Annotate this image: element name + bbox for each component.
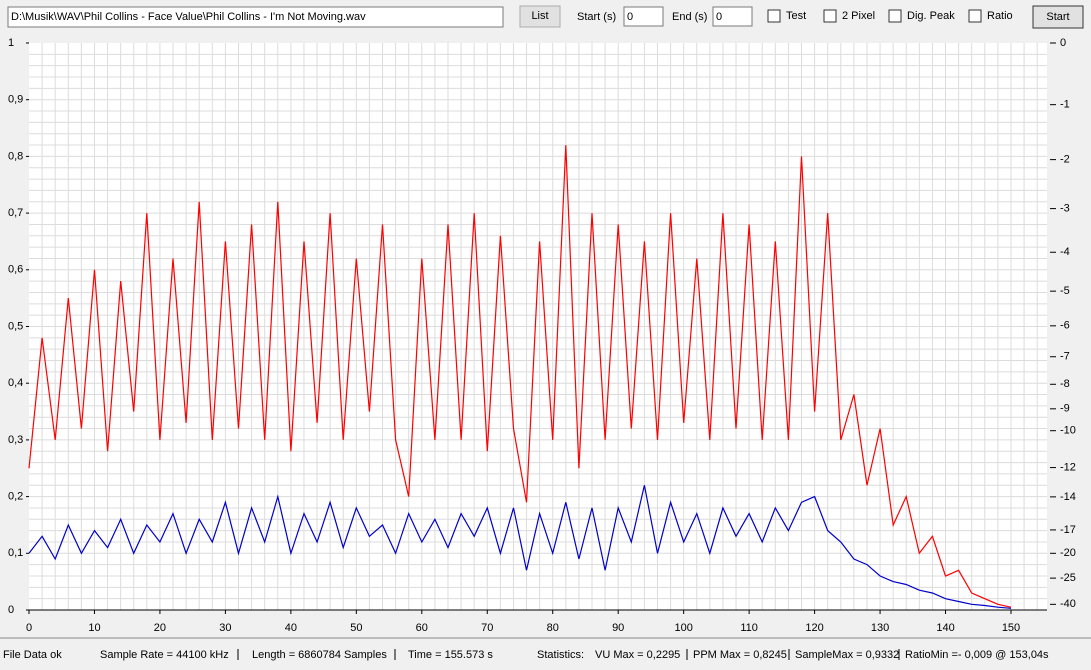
y2-tick-label: -12 xyxy=(1060,461,1076,473)
x-tick-label: 80 xyxy=(547,622,559,634)
status-text: Statistics: xyxy=(537,649,584,661)
x-tick-label: 90 xyxy=(612,622,624,634)
x-tick-label: 110 xyxy=(740,622,758,634)
x-tick-label: 120 xyxy=(805,622,823,634)
checkbox[interactable] xyxy=(767,9,781,23)
status-text: RatioMin =- 0,009 @ 153,04s xyxy=(905,649,1049,661)
list-button[interactable] xyxy=(519,5,561,28)
x-tick-label: 150 xyxy=(1002,622,1020,634)
start-label: Start (s) xyxy=(577,11,616,23)
y2-tick-label: -20 xyxy=(1060,547,1076,559)
x-tick-label: 50 xyxy=(350,622,362,634)
checkbox-label: Dig. Peak xyxy=(907,10,955,22)
status-text: Sample Rate = 44100 kHz xyxy=(100,649,229,661)
series-line xyxy=(28,485,1012,609)
y-tick-label: 0,9 xyxy=(8,94,23,106)
checkbox-label: Test xyxy=(786,10,806,22)
checkbox[interactable] xyxy=(823,9,837,23)
x-tick-label: 130 xyxy=(871,622,889,634)
y2-tick-label: -25 xyxy=(1060,572,1076,584)
y2-tick-label: 0 xyxy=(1060,37,1066,49)
y-tick-label: 0 xyxy=(8,604,14,616)
checkbox-label: 2 Pixel xyxy=(842,10,875,22)
status-text: File Data ok xyxy=(3,649,62,661)
x-tick-label: 30 xyxy=(219,622,231,634)
status-text: Length = 6860784 Samples xyxy=(252,649,387,661)
y2-tick-label: -14 xyxy=(1060,491,1076,503)
y2-tick-label: -6 xyxy=(1060,320,1070,332)
y-tick-label: 0,2 xyxy=(8,491,23,503)
checkbox[interactable] xyxy=(888,9,902,23)
grid xyxy=(29,43,1047,610)
status-text: Time = 155.573 s xyxy=(408,649,493,661)
start-button-label: Start xyxy=(1046,11,1069,23)
end-value: 0 xyxy=(716,11,722,23)
y2-tick-label: -3 xyxy=(1060,203,1070,215)
end-label: End (s) xyxy=(672,11,707,23)
y2-tick-label: -40 xyxy=(1060,598,1076,610)
start-value: 0 xyxy=(627,11,633,23)
y2-tick-label: -5 xyxy=(1060,285,1070,297)
list-button-label: List xyxy=(531,10,548,22)
x-tick-label: 140 xyxy=(936,622,954,634)
y2-tick-label: -10 xyxy=(1060,425,1076,437)
status-text: VU Max = 0,2295 xyxy=(595,649,680,661)
status-text: SampleMax = 0,9332 xyxy=(795,649,899,661)
y2-tick-label: -8 xyxy=(1060,378,1070,390)
y2-tick-label: -2 xyxy=(1060,154,1070,166)
file-path: D:\Musik\WAV\Phil Collins - Face Value\P… xyxy=(11,11,366,23)
plot xyxy=(28,145,1012,609)
y-tick-label: 1 xyxy=(8,37,14,49)
status-text: PPM Max = 0,8245 xyxy=(693,649,787,661)
y-tick-label: 0,3 xyxy=(8,434,23,446)
y-tick-label: 0,7 xyxy=(8,207,23,219)
x-tick-label: 10 xyxy=(88,622,100,634)
y2-tick-label: -7 xyxy=(1060,351,1070,363)
y2-tick-label: -9 xyxy=(1060,403,1070,415)
file-path-input[interactable] xyxy=(7,6,504,28)
x-tick-label: 60 xyxy=(416,622,428,634)
x-tick-label: 40 xyxy=(285,622,297,634)
x-tick-label: 70 xyxy=(481,622,493,634)
y-tick-label: 0,4 xyxy=(8,377,23,389)
y2-tick-label: -17 xyxy=(1060,524,1076,536)
checkbox[interactable] xyxy=(968,9,982,23)
y2-tick-label: -4 xyxy=(1060,246,1070,258)
y-tick-label: 0,8 xyxy=(8,150,23,162)
start-input[interactable] xyxy=(623,6,664,27)
series-line xyxy=(28,145,1012,608)
checkbox-label: Ratio xyxy=(987,10,1013,22)
y-tick-label: 0,1 xyxy=(8,547,23,559)
y-tick-label: 0,5 xyxy=(8,320,23,332)
x-tick-label: 20 xyxy=(154,622,166,634)
x-tick-label: 100 xyxy=(674,622,692,634)
x-tick-label: 0 xyxy=(26,622,32,634)
y-tick-label: 0,6 xyxy=(8,264,23,276)
y2-tick-label: -1 xyxy=(1060,99,1070,111)
start-button[interactable] xyxy=(1032,5,1084,29)
end-input[interactable] xyxy=(712,6,753,27)
